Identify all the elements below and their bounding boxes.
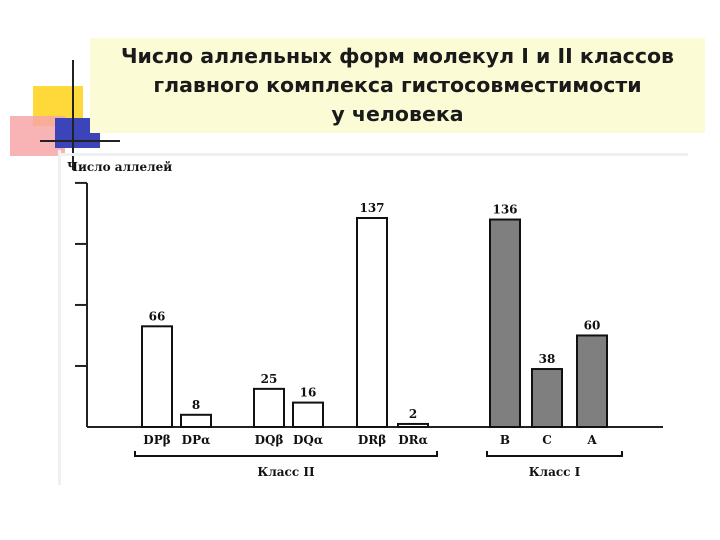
bar-3 [253,387,285,429]
bar-7 [489,218,521,428]
bar-9 [576,334,608,429]
bar-8 [531,368,563,429]
bar-value-label-4: 16 [300,386,317,400]
title-line-1: Число аллельных форм молекул I и II клас… [120,44,675,68]
bar-value-label-6: 2 [409,407,417,421]
group-label-class-i: Класс I [529,465,581,479]
bar-value-label-8: 38 [539,352,556,366]
category-label-6: DRα [398,433,428,447]
title-line-2: главного комплекса гистосовместимости [153,73,642,97]
bar-4 [292,401,324,429]
bar-2 [180,413,212,429]
category-label-4: DQα [293,433,323,447]
category-label-1: DPβ [143,433,170,447]
title-box: Число аллельных форм молекул I и II клас… [90,38,705,133]
bar-5 [356,217,388,428]
slide-divider-horizontal [58,153,688,156]
category-label-9: A [586,433,597,447]
bar-value-label-7: 136 [492,203,517,217]
title-line-3: у человека [331,102,464,126]
y-axis-label: Число аллелей [67,160,172,174]
decor-vertical-line [72,60,74,170]
slide-divider-vertical [58,150,61,485]
category-label-2: DPα [182,433,211,447]
decor-horizontal-line [40,140,120,142]
bar-value-label-2: 8 [192,398,200,412]
group-label-class-ii: Класс II [257,465,315,479]
category-label-7: B [500,433,510,447]
group-bracket-class-i [486,451,623,457]
category-label-8: C [542,433,552,447]
bar-value-label-1: 66 [149,309,166,323]
bar-value-label-9: 60 [584,318,601,332]
bar-value-label-5: 137 [359,201,384,215]
bar-6 [397,422,429,429]
group-bracket-class-ii [134,451,438,457]
category-label-5: DRβ [358,433,386,447]
bar-1 [141,325,173,429]
category-label-3: DQβ [255,433,284,447]
slide-title: Число аллельных форм молекул I и II клас… [90,38,705,129]
bar-value-label-3: 25 [261,372,278,386]
